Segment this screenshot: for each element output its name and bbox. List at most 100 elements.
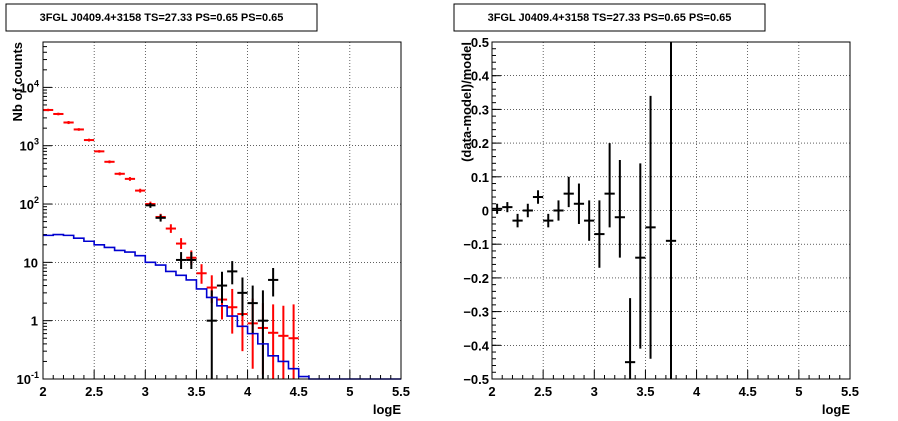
data-point [492, 203, 503, 214]
y-tick-label: 0 [482, 204, 489, 219]
data-point [63, 121, 74, 125]
data-point [94, 150, 105, 153]
y-tick-exponent: 2 [34, 195, 39, 205]
data-point [257, 290, 269, 379]
x-tick-label: 5.5 [392, 384, 410, 399]
data-point [124, 177, 136, 181]
x-tick-label: 4 [693, 384, 701, 399]
data-point [635, 163, 646, 349]
y-tick-base: 10 [17, 372, 31, 387]
data-point [114, 172, 125, 176]
residuals-chart: 2 2.5 3 3.5 4 4.5 5 5.5 −0.5 −0.4 −0.3 −0.2 −0.1 0 0.1… [453, 3, 859, 417]
y-tick-label: 0.2 [471, 136, 489, 151]
x-tick-label: 2 [488, 384, 495, 399]
series-1 [145, 203, 279, 379]
y-tick-label: −0.3 [463, 305, 489, 320]
data-point [645, 95, 656, 359]
data-point [43, 108, 54, 112]
y-tick-label: 103 [20, 137, 39, 154]
title-frame [5, 3, 318, 32]
x-tick-label: 4.5 [290, 384, 308, 399]
data-point [522, 203, 533, 218]
data-point [83, 138, 95, 142]
data-point [512, 213, 523, 228]
x-tick-label: 4 [244, 384, 252, 399]
y-axis-title: Nb of counts [10, 42, 25, 121]
y-tick-base: 10 [20, 139, 34, 154]
data-point [145, 203, 156, 208]
y-tick-label: 102 [20, 195, 39, 212]
data-point [73, 128, 84, 131]
y-tick-label: −0.1 [463, 237, 489, 252]
data-point [216, 271, 228, 304]
data-point [604, 143, 615, 228]
series-0 [43, 108, 299, 379]
y-tick-base: 10 [20, 197, 34, 212]
data-point [53, 112, 64, 116]
chart-title-box: 3FGL J0409.4+3158 TS=27.33 PS=0.65 PS=0.… [5, 3, 318, 32]
chart-title-box: 3FGL J0409.4+3158 TS=27.33 PS=0.65 PS=0.… [453, 3, 766, 32]
data-point [268, 304, 279, 379]
y-tick-label: −0.5 [463, 372, 489, 387]
x-tick-label: 3 [142, 384, 149, 399]
x-tick-label: 5.5 [841, 384, 859, 399]
data-point [175, 252, 187, 269]
y-tick-exponent: 3 [34, 137, 39, 147]
data-point [288, 304, 299, 379]
chart-title: 3FGL J0409.4+3158 TS=27.33 PS=0.65 PS=0.… [488, 12, 732, 24]
data-point [532, 190, 544, 204]
y-tick-label: 0.5 [471, 35, 489, 50]
y-tick-exponent: 4 [34, 78, 39, 88]
plot-area: 2 2.5 3 3.5 4 4.5 5 5.5 −0.5 −0.4 −0.3 −0.2 −0.1 0 0.1… [459, 35, 859, 417]
data-point [614, 159, 625, 258]
x-tick-label: 5 [795, 384, 802, 399]
x-tick-label: 2 [39, 384, 46, 399]
y-axis-title: (data-model)/model [459, 42, 474, 162]
data-point [502, 202, 513, 213]
y-tick-exponent: -1 [31, 370, 39, 380]
y-tick-label: −0.4 [463, 338, 489, 353]
x-tick-label: 4.5 [739, 384, 757, 399]
data-point [553, 200, 564, 221]
series-0 [492, 42, 677, 379]
data-point [175, 238, 187, 249]
data-point [594, 200, 605, 268]
y-tick-label: 1 [31, 314, 38, 329]
data-point [543, 213, 554, 228]
data-point [227, 288, 238, 334]
y-tick-base: 10 [20, 80, 34, 95]
data-point [247, 285, 258, 334]
x-tick-label: 2.5 [534, 384, 552, 399]
chart-title: 3FGL J0409.4+3158 TS=27.33 PS=0.65 PS=0.… [40, 12, 284, 24]
data-point [165, 224, 176, 233]
data-point [665, 42, 677, 379]
model-step-line [43, 233, 401, 380]
x-tick-label: 5 [346, 384, 353, 399]
title-frame [453, 3, 766, 32]
plot-frame [42, 41, 402, 380]
data-point [206, 290, 217, 379]
data-point [624, 298, 636, 379]
data-point [196, 264, 207, 284]
residuals-panel: 2 2.5 3 3.5 4 4.5 5 5.5 −0.5 −0.4 −0.3 −0.2 −0.1 0 0.1… [449, 0, 898, 421]
data-point [584, 200, 595, 241]
data-point [186, 252, 197, 269]
x-tick-label: 3.5 [636, 384, 654, 399]
data-point [563, 176, 574, 208]
plot-frame [491, 41, 851, 380]
y-tick-label: 0.4 [471, 69, 490, 84]
y-tick-label: 0.3 [471, 102, 489, 117]
data-point [104, 160, 115, 164]
x-tick-label: 3.5 [187, 384, 205, 399]
data-point [573, 183, 585, 224]
x-axis-title: logE [373, 402, 401, 417]
data-point [268, 268, 279, 297]
y-tick-label: 104 [20, 78, 39, 95]
y-tick-label: 10 [24, 255, 38, 270]
series-2 [43, 233, 401, 380]
y-tick-label: 0.1 [471, 170, 489, 185]
y-tick-label: −0.2 [463, 271, 489, 286]
data-point [155, 214, 166, 222]
data-point [237, 277, 248, 317]
